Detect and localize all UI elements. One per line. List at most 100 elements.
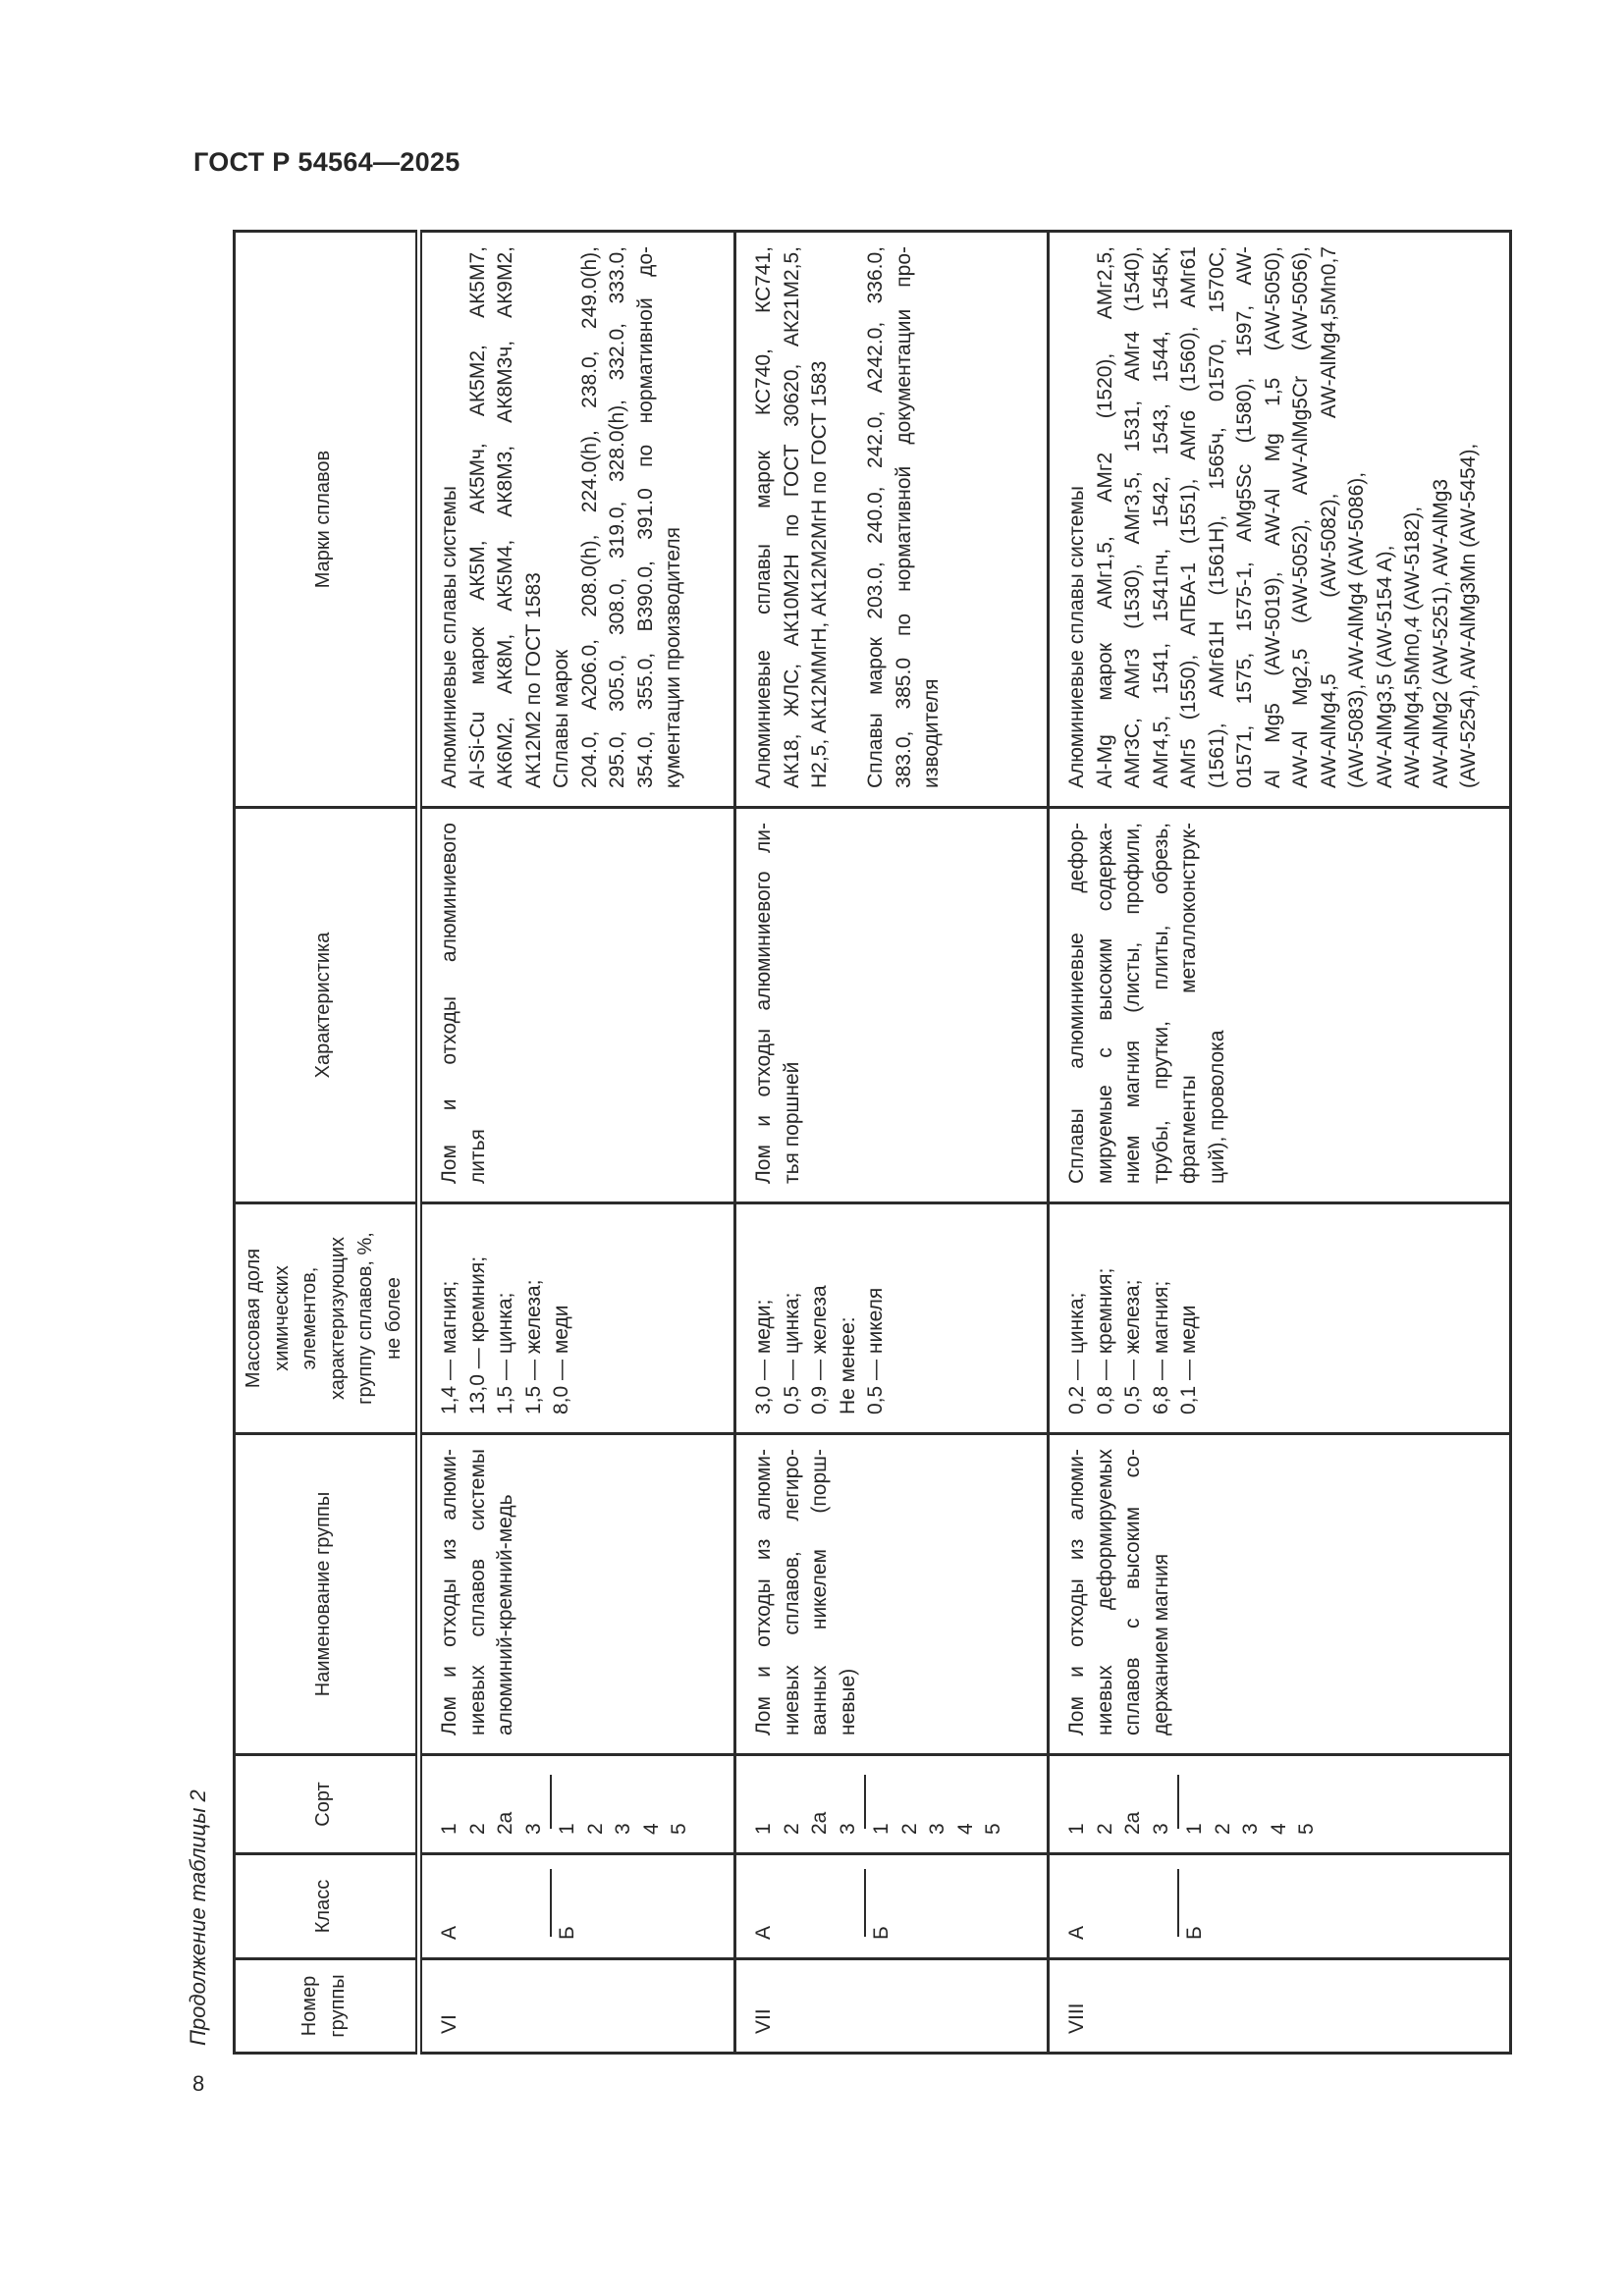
text-line: VI: [438, 2014, 460, 2034]
text-line: АМг4,5, 1541, 1541пч, 1542, 1543, 1544, …: [1149, 246, 1172, 788]
text-line: Лом и отходы алюминиевого ли-: [752, 823, 775, 1184]
text-line: изводителя: [920, 678, 943, 788]
text-line: Сплавы марок 203.0, 240.0, 242.0, A242.0…: [864, 246, 887, 788]
text-line: характеризующих: [326, 1236, 349, 1401]
mass-fraction-cell: 3,0 — меди; 0,5 — цинка; 0,9 — железа Не ме…: [734, 1202, 1049, 1434]
table-row: VI А Б 1 2 2а 3 1 2 3 4 5 Лом и отходы из алюми-ниев…: [418, 231, 735, 2054]
text-line: тья поршней: [780, 1061, 803, 1184]
alloy-grades-cell: Алюминиевые сплавы системы Al-Mg марок АМ…: [1048, 231, 1511, 808]
text-line: невые): [836, 1668, 859, 1735]
text-line: Лом и отходы алюминиевого: [438, 823, 460, 1184]
text-line: Лом и отходы из алюми-: [438, 1449, 460, 1735]
text-line: [835, 246, 863, 788]
sort-cell: 1 2 2а 3 1 2 3 4 5: [418, 1754, 735, 1854]
text-line: 1: [1065, 1823, 1088, 1835]
text-line: алюминий-кремний-медь: [494, 1494, 516, 1735]
text-line: Номер: [298, 1975, 320, 2037]
text-line: АК6М2, АК8М, АК5М4, АК8М3, АК8М3ч, АК9М2…: [494, 246, 516, 788]
text-line: 3,0 — меди;: [752, 1299, 775, 1415]
text-line: Б: [869, 1926, 893, 1940]
text-line: 383.0, 385.0 по нормативной документации…: [892, 246, 915, 788]
text-line: АМг5 (1550), АПБА-1 (1551), АМг6 (1560),…: [1177, 246, 1200, 788]
text-line: А: [1065, 1925, 1088, 1940]
text-line: ниевых сплавов, легиро-: [780, 1449, 803, 1735]
text-line: 01571, 1575, 1575-1, AMg5Sc (1580), 1597…: [1233, 246, 1256, 788]
text-line: 8,0 — меди: [550, 1305, 572, 1415]
characteristic-cell: Сплавы алюминиевые дефор-мируемые с высо…: [1048, 807, 1511, 1203]
text-line: Алюминиевые сплавы системы: [1065, 486, 1088, 788]
text-line: фрагменты металлоконструк-: [1177, 823, 1200, 1184]
text-line: химических: [270, 1265, 293, 1371]
text-line: 5: [1295, 1823, 1318, 1835]
text-line: 2а: [1121, 1811, 1144, 1835]
text-line: Al Mg5 (AW-5019), AW-Al Mg 1,5 (AW-5050)…: [1261, 246, 1284, 788]
text-line: 1: [1183, 1823, 1206, 1835]
spacer: [1092, 1869, 1175, 1940]
header-group-name: Наименование группы: [234, 1433, 419, 1755]
text-line: 0,9 — железа: [808, 1285, 831, 1415]
text-line: ниевых сплавов системы: [465, 1449, 489, 1735]
sort-cell: 1 2 2а 3 1 2 3 4 5: [1048, 1754, 1511, 1854]
text-line: (1561), АМг61Н (1561Н), 1565ч, 01570, 15…: [1205, 246, 1228, 788]
text-line: 2а: [808, 1811, 831, 1835]
text-line: 3: [521, 1823, 545, 1835]
alloy-groups-table: Номер группы Класс Сорт Наименование груп…: [233, 231, 1511, 2055]
text-line: AW-AlMg4,5 (AW-5082), AW-AlMg4,5Mn0,7: [1317, 246, 1340, 788]
text-line: 2: [465, 1823, 489, 1835]
text-line: литья: [465, 1129, 489, 1184]
text-line: элементов,: [298, 1266, 320, 1370]
table-header-row: Номер группы Класс Сорт Наименование груп…: [234, 231, 419, 2054]
text-line: 354.0, 355.0, B390.0, 391.0 по нормативн…: [633, 246, 657, 788]
text-line: Наименование группы: [312, 1491, 335, 1697]
text-line: 1,5 — железа;: [521, 1279, 545, 1415]
text-line: 0,2 — цинка;: [1065, 1292, 1088, 1415]
text-line: Al-Mg марок АМг1,5, АМг2 (1520), АМг2,5,: [1093, 246, 1116, 788]
mass-fraction-cell: 0,2 — цинка; 0,8 — кремния; 0,5 — железа; 6…: [1048, 1202, 1511, 1434]
text-line: Al-Si-Cu марок АК5М, АК5Мч, АК5М2, АК5М7…: [465, 246, 489, 788]
characteristic-cell: Лом и отходы алюминиевого литья: [418, 807, 735, 1203]
text-line: 0,5 — железа;: [1121, 1279, 1144, 1415]
header-class: Класс: [234, 1853, 419, 1959]
text-line: 1: [438, 1823, 460, 1835]
text-line: 4: [639, 1823, 663, 1835]
text-line: Марки сплавов: [312, 450, 335, 589]
text-line: держанием магния: [1149, 1553, 1172, 1735]
text-line: 2: [780, 1823, 803, 1835]
table-caption: Продолжение таблицы 2: [186, 1789, 210, 2046]
sort-divider: [1177, 1775, 1179, 1829]
text-line: кументации производителя: [662, 527, 684, 788]
text-line: А: [752, 1925, 775, 1940]
group-number-cell: VI: [418, 1958, 735, 2054]
text-line: Алюминиевые сплавы марок КС740, КС741,: [752, 246, 775, 788]
text-line: 6,8 — магния;: [1149, 1280, 1172, 1415]
mass-fraction-cell: 1,4 — магния; 13,0 — кремния; 1,5 — цинка;…: [418, 1202, 735, 1434]
text-line: 4: [1267, 1823, 1290, 1835]
header-group-number: Номер группы: [234, 1958, 419, 2054]
class-divider: [863, 1869, 866, 1937]
text-line: 1,4 — магния;: [438, 1280, 460, 1415]
group-name-cell: Лом и отходы из алюми-ниевых деформируем…: [1048, 1433, 1511, 1755]
text-line: 3: [836, 1823, 859, 1835]
text-line: сплавов с высоким со-: [1121, 1449, 1144, 1735]
text-line: АК12М2 по ГОСТ 1583: [521, 572, 545, 788]
text-line: Н2,5, АК12ММгН, АК12М2МгН по ГОСТ 1583: [808, 360, 831, 788]
text-line: ванных никелем (порш-: [808, 1449, 831, 1735]
text-line: (AW-5083), AW-AlMg4 (AW-5086),: [1345, 471, 1368, 788]
text-line: 1,5 — цинка;: [494, 1292, 516, 1415]
text-line: 3: [612, 1823, 634, 1835]
text-line: группы: [326, 1974, 349, 2038]
text-line: AW-AlMg3,5 (AW-5154 A),: [1373, 545, 1396, 788]
text-line: VII: [752, 2008, 775, 2034]
text-line: 295.0, 305.0, 308.0, 319.0, 328.0(h), 33…: [606, 246, 628, 788]
sort-cell: 1 2 2а 3 1 2 3 4 5: [734, 1754, 1049, 1854]
text-line: 5: [982, 1823, 1004, 1835]
spacer: [464, 1869, 548, 1940]
text-line: ций), проволока: [1205, 1030, 1228, 1184]
text-line: трубы, прутки, плиты, обрезь,: [1149, 823, 1172, 1184]
sort-divider: [864, 1775, 866, 1829]
text-line: ниевых деформируемых: [1093, 1449, 1116, 1735]
text-line: AW-AlMg4,5Mn0,4 (AW-5182),: [1401, 506, 1424, 788]
document-code: ГОСТ Р 54564—2025: [193, 147, 460, 177]
